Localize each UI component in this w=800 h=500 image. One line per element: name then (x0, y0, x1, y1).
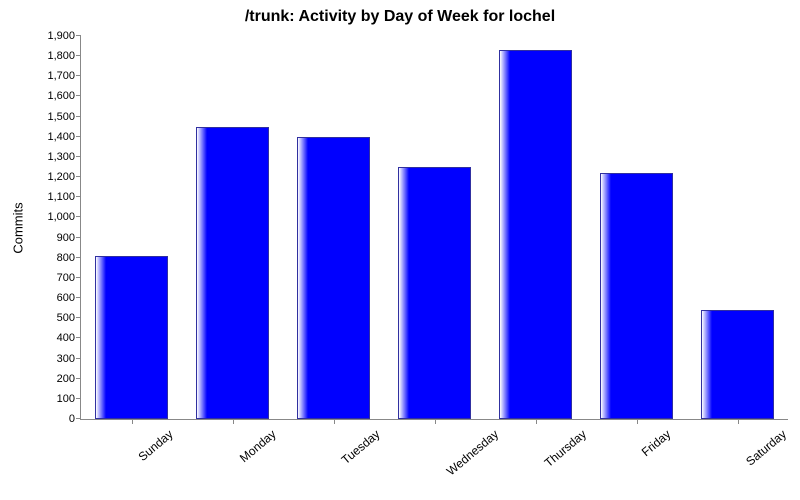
x-tick-label: Monday (236, 427, 278, 465)
y-tick-label: 1,700 (47, 70, 81, 82)
bar (701, 310, 774, 419)
chart-body: 01002003004005006007008009001,0001,1001,… (80, 36, 788, 420)
bar-gradient-stripe (197, 128, 207, 418)
bar (499, 50, 572, 419)
x-tick-label: Wednesday (443, 427, 500, 478)
bar-gradient-stripe (96, 257, 106, 418)
x-tick-mark (738, 419, 739, 424)
y-tick-label: 400 (57, 332, 81, 344)
chart-title: /trunk: Activity by Day of Week for loch… (0, 0, 800, 30)
y-tick-label: 700 (57, 272, 81, 284)
bar-slot: Sunday (81, 36, 182, 419)
y-tick-label: 300 (57, 353, 81, 365)
bar (95, 256, 168, 419)
x-tick-label: Tuesday (338, 427, 382, 467)
bar-gradient-stripe (500, 51, 510, 418)
x-tick-label: Saturday (743, 427, 789, 469)
bar (600, 173, 673, 419)
y-tick-label: 500 (57, 312, 81, 324)
bars-layer: SundayMondayTuesdayWednesdayThursdayFrid… (81, 36, 788, 419)
y-tick-label: 900 (57, 232, 81, 244)
y-tick-label: 0 (69, 413, 81, 425)
x-tick-mark (637, 419, 638, 424)
x-tick-mark (132, 419, 133, 424)
x-tick-mark (536, 419, 537, 424)
bar (398, 167, 471, 419)
y-tick-label: 1,300 (47, 151, 81, 163)
bar-slot: Friday (586, 36, 687, 419)
bar-gradient-stripe (298, 138, 308, 418)
y-tick-label: 1,600 (47, 90, 81, 102)
bar-slot: Wednesday (384, 36, 485, 419)
y-tick-label: 1,000 (47, 211, 81, 223)
bar-gradient-stripe (601, 174, 611, 418)
x-tick-mark (334, 419, 335, 424)
x-tick-mark (435, 419, 436, 424)
y-tick-label: 200 (57, 373, 81, 385)
y-tick-label: 800 (57, 252, 81, 264)
bar-slot: Tuesday (283, 36, 384, 419)
x-tick-label: Friday (638, 427, 673, 459)
x-tick-label: Sunday (135, 427, 175, 464)
chart-container: /trunk: Activity by Day of Week for loch… (0, 0, 800, 500)
x-tick-mark (233, 419, 234, 424)
y-tick-label: 1,500 (47, 111, 81, 123)
bar-gradient-stripe (702, 311, 712, 418)
y-tick-label: 1,100 (47, 191, 81, 203)
x-tick-label: Thursday (541, 427, 588, 470)
bar-slot: Saturday (687, 36, 788, 419)
plot-area: 01002003004005006007008009001,0001,1001,… (80, 36, 788, 420)
bar-gradient-stripe (399, 168, 409, 418)
y-tick-label: 600 (57, 292, 81, 304)
y-tick-label: 1,200 (47, 171, 81, 183)
y-tick-label: 1,800 (47, 50, 81, 62)
y-tick-label: 100 (57, 393, 81, 405)
bar-slot: Monday (182, 36, 283, 419)
bar (196, 127, 269, 419)
bar (297, 137, 370, 419)
y-tick-label: 1,900 (47, 30, 81, 42)
bar-slot: Thursday (485, 36, 586, 419)
y-tick-label: 1,400 (47, 131, 81, 143)
y-axis-label: Commits (11, 202, 26, 253)
